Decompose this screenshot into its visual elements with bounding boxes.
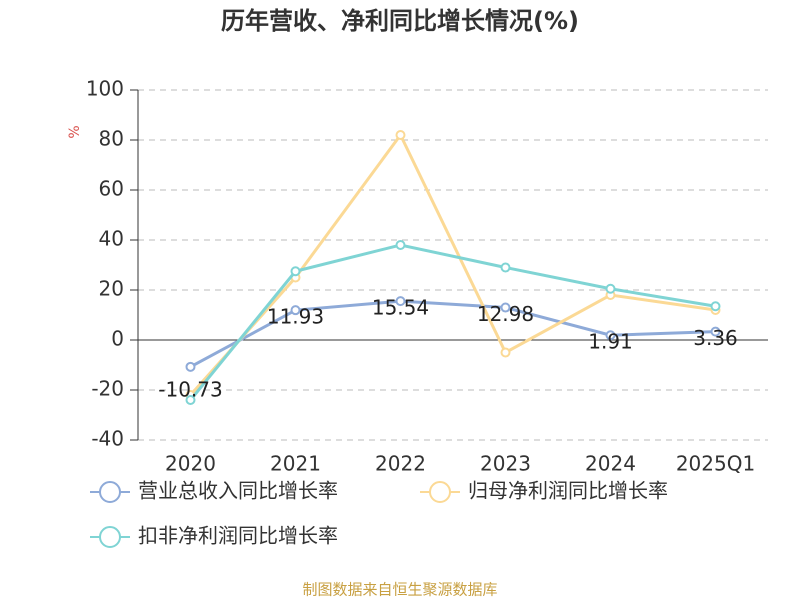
y-tick-label: 80 xyxy=(99,127,124,151)
data-point xyxy=(500,347,511,358)
data-point xyxy=(290,305,301,316)
data-point xyxy=(185,361,196,372)
x-tick-label: 2023 xyxy=(480,452,531,476)
series-line xyxy=(189,299,716,369)
legend-label: 归母净利润同比增长率 xyxy=(468,479,668,503)
data-point xyxy=(710,301,721,312)
data-label: 12.98 xyxy=(477,302,534,326)
data-point xyxy=(500,302,511,313)
data-point xyxy=(500,262,511,273)
y-axis-label: % xyxy=(67,125,83,138)
x-tick-label: 2025Q1 xyxy=(676,452,755,476)
legend-label: 营业总收入同比增长率 xyxy=(138,479,338,503)
data-label: 11.93 xyxy=(267,305,324,329)
legend-marker xyxy=(99,481,121,503)
legend-marker xyxy=(429,481,451,503)
legend-label: 扣非净利润同比增长率 xyxy=(138,524,338,548)
x-tick-label: 2022 xyxy=(375,452,426,476)
y-tick-label: -40 xyxy=(91,427,124,451)
y-tick-label: 0 xyxy=(111,327,124,351)
series-line xyxy=(189,132,716,396)
source-note: 制图数据来自恒生聚源数据库 xyxy=(302,581,497,599)
data-point xyxy=(395,130,406,140)
series-line xyxy=(189,243,716,401)
data-point xyxy=(605,283,616,294)
x-tick-label: 2020 xyxy=(165,452,216,476)
y-tick-label: 60 xyxy=(99,177,124,201)
data-point xyxy=(185,395,196,405)
y-tick-label: -20 xyxy=(91,377,124,401)
data-point xyxy=(290,266,301,277)
x-tick-label: 2024 xyxy=(585,452,636,476)
data-label: 15.54 xyxy=(372,296,429,320)
legend-marker xyxy=(99,526,121,548)
data-point xyxy=(605,330,616,341)
x-tick-label: 2021 xyxy=(270,452,321,476)
data-label: 3.36 xyxy=(693,326,738,350)
data-point xyxy=(710,326,721,337)
y-tick-label: 100 xyxy=(86,77,124,101)
data-point xyxy=(395,296,406,307)
y-tick-label: 20 xyxy=(99,277,124,301)
data-label: -10.73 xyxy=(158,377,222,401)
y-tick-label: 40 xyxy=(99,227,124,251)
data-point xyxy=(395,240,406,250)
chart-title: 历年营收、净利同比增长情况(%) xyxy=(221,7,579,35)
data-label: 1.91 xyxy=(588,330,633,354)
